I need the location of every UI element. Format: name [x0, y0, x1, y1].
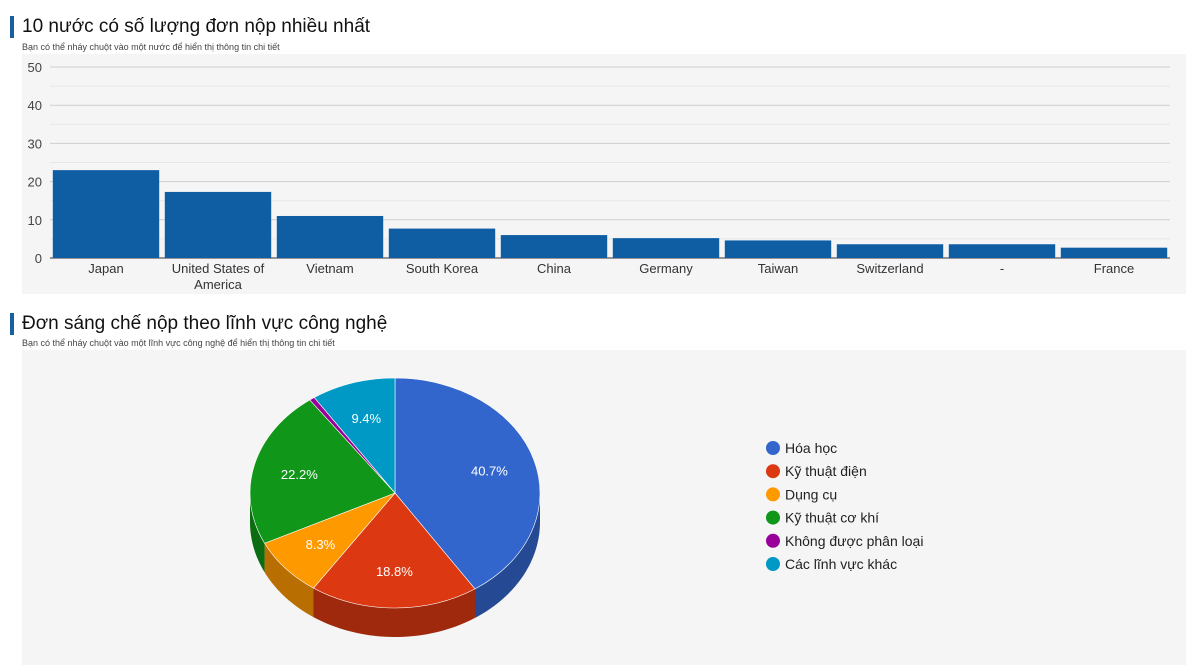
y-tick-label: 20 — [28, 175, 42, 190]
bar[interactable] — [388, 228, 496, 258]
bar[interactable] — [612, 238, 720, 258]
pie-value-label: 18.8% — [376, 564, 413, 579]
bar[interactable] — [1060, 247, 1168, 258]
y-tick-label: 50 — [28, 60, 42, 75]
pie-chart[interactable]: 40.7% 18.8% 8.3% 22.2% 9.4% Hóa học Kỹ thuật đ… — [22, 350, 1186, 665]
bar-chart-panel: 0 10 20 30 40 50 Japan United States of America V… — [22, 54, 1186, 294]
legend-label[interactable]: Các lĩnh vực khác — [785, 556, 897, 572]
pie-slice-side — [264, 543, 314, 618]
pie-slice-side — [250, 493, 265, 573]
bar-chart[interactable]: 0 10 20 30 40 50 Japan United States of America V… — [22, 54, 1186, 294]
pie-slice[interactable] — [313, 492, 476, 609]
pie-slice-side — [474, 493, 540, 618]
legend-label[interactable]: Dụng cụ — [785, 486, 837, 502]
pie-value-label: 8.3% — [306, 537, 336, 552]
legend-marker[interactable] — [766, 441, 780, 455]
bar[interactable] — [836, 244, 944, 258]
legend-label[interactable]: Không được phân loại — [785, 533, 923, 549]
pie-value-label: 9.4% — [351, 411, 381, 426]
bar[interactable] — [724, 240, 832, 258]
bar[interactable] — [164, 191, 272, 258]
y-tick-label: 10 — [28, 213, 42, 228]
legend-label[interactable]: Hóa học — [785, 440, 837, 456]
pie-side-walls — [250, 493, 540, 637]
pie-chart-panel: 40.7% 18.8% 8.3% 22.2% 9.4% Hóa học Kỹ thuật đ… — [22, 350, 1186, 665]
pie-chart-subtitle: Bạn có thể nháy chuột vào một lĩnh vực c… — [22, 338, 335, 348]
pie-value-label: 40.7% — [471, 463, 508, 478]
x-tick-label: South Korea — [406, 261, 479, 276]
x-tick-label: Switzerland — [856, 261, 923, 276]
x-tick-label: Germany — [639, 261, 693, 276]
legend-marker[interactable] — [766, 464, 780, 479]
bar[interactable] — [276, 215, 384, 258]
x-tick-label: - — [1000, 261, 1004, 276]
legend-marker[interactable] — [766, 510, 780, 525]
x-tick-label: Taiwan — [758, 261, 798, 276]
legend-label[interactable]: Kỹ thuật cơ khí — [785, 510, 879, 526]
y-tick-label: 40 — [28, 98, 42, 113]
legend-marker[interactable] — [766, 487, 780, 502]
legend-marker[interactable] — [766, 557, 780, 571]
bar[interactable] — [948, 244, 1056, 258]
y-tick-label: 0 — [35, 251, 42, 266]
bar[interactable] — [500, 235, 608, 258]
x-tick-label: France — [1094, 261, 1134, 276]
y-tick-label: 30 — [28, 136, 42, 151]
x-tick-label: Japan — [88, 261, 123, 276]
legend-marker[interactable] — [766, 533, 780, 548]
bar-chart-title: 10 nước có số lượng đơn nộp nhiều nhất — [10, 16, 370, 38]
x-tick-label: Vietnam — [306, 261, 353, 276]
bar-chart-subtitle: Bạn có thể nháy chuột vào một nước để hi… — [22, 42, 280, 52]
pie-slice[interactable] — [313, 377, 396, 494]
pie-value-label: 22.2% — [281, 467, 318, 482]
pie-legend: Hóa học Kỹ thuật điện Dụng cụ Kỹ thuật cơ k… — [766, 440, 923, 572]
x-tick-label: United States of America — [172, 261, 265, 292]
legend-label[interactable]: Kỹ thuật điện — [785, 463, 867, 479]
x-tick-label: China — [537, 261, 572, 276]
pie-slice-side — [313, 588, 475, 637]
bar[interactable] — [52, 170, 160, 258]
pie-slice[interactable] — [249, 399, 396, 544]
pie-chart-title: Đơn sáng chế nộp theo lĩnh vực công nghệ — [10, 313, 387, 335]
